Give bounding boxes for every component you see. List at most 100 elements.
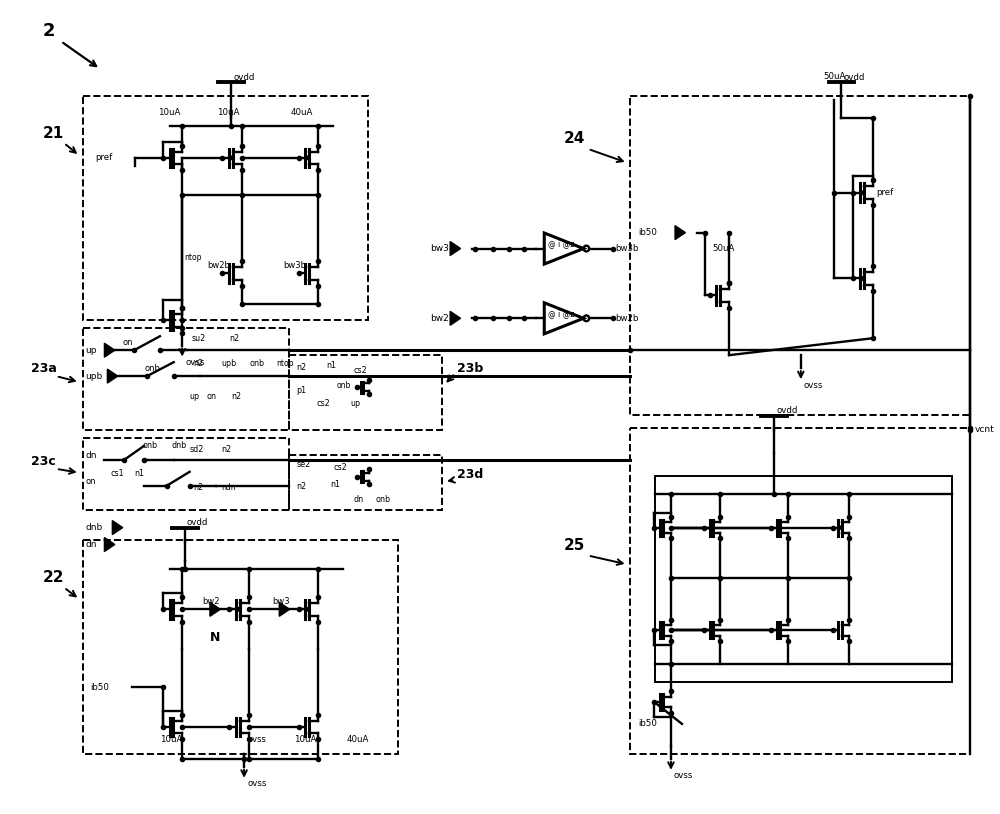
Text: n1: n1	[134, 470, 144, 479]
Text: ntop: ntop	[276, 359, 293, 368]
Polygon shape	[104, 344, 115, 357]
Text: su2: su2	[192, 334, 206, 343]
Text: 23b: 23b	[457, 361, 483, 374]
Text: upb: upb	[86, 372, 103, 381]
Text: onb: onb	[142, 441, 157, 450]
Text: ib50: ib50	[91, 683, 109, 692]
Text: up: up	[190, 392, 200, 400]
Text: on: on	[206, 392, 216, 400]
Text: 23a: 23a	[31, 361, 57, 374]
Polygon shape	[450, 311, 461, 326]
Text: bw3b: bw3b	[284, 261, 307, 270]
Text: ovss: ovss	[674, 771, 693, 781]
Text: 10uA: 10uA	[158, 107, 180, 116]
Text: ovdd: ovdd	[776, 406, 797, 415]
Text: cs2: cs2	[316, 399, 330, 408]
Text: n1: n1	[330, 480, 340, 489]
Text: upb: upb	[221, 359, 237, 368]
Text: bw3: bw3	[272, 597, 289, 606]
Circle shape	[838, 526, 842, 529]
Text: @ i @z: @ i @z	[548, 239, 575, 248]
Circle shape	[305, 607, 309, 611]
Bar	[630, 428, 970, 754]
Circle shape	[236, 607, 240, 611]
Text: cs1: cs1	[110, 470, 124, 479]
Text: onb: onb	[376, 495, 391, 504]
Text: sd2: sd2	[190, 445, 204, 454]
Text: on: on	[122, 338, 133, 347]
Text: ib50: ib50	[638, 228, 657, 237]
Polygon shape	[210, 602, 220, 616]
Text: 40uA: 40uA	[291, 107, 313, 116]
Text: ndn: ndn	[221, 484, 236, 492]
Text: dn: dn	[86, 540, 97, 549]
Circle shape	[660, 526, 663, 529]
Bar	[289, 355, 442, 430]
Text: se2: se2	[297, 460, 311, 470]
Text: 50uA: 50uA	[713, 244, 735, 253]
Circle shape	[229, 156, 233, 160]
Circle shape	[860, 191, 864, 195]
Text: n2: n2	[194, 484, 204, 492]
Text: @ i @z: @ i @z	[548, 309, 575, 317]
Text: 22: 22	[43, 570, 64, 585]
Text: cs2: cs2	[353, 365, 367, 374]
Text: up: up	[350, 399, 360, 408]
Text: n2: n2	[297, 482, 307, 491]
Text: pref: pref	[877, 188, 894, 197]
Bar	[83, 438, 289, 510]
Text: dnb: dnb	[86, 523, 103, 532]
Text: bw3b: bw3b	[615, 244, 638, 253]
Text: onb: onb	[144, 364, 160, 373]
Text: up: up	[86, 346, 97, 355]
Polygon shape	[104, 537, 115, 552]
Polygon shape	[279, 602, 290, 616]
Text: dnb: dnb	[172, 441, 187, 450]
Circle shape	[777, 526, 780, 529]
Text: ovdd: ovdd	[233, 72, 255, 81]
Text: n2: n2	[221, 445, 231, 454]
Bar	[630, 96, 970, 415]
Text: 21: 21	[43, 126, 64, 142]
Text: 40uA: 40uA	[346, 735, 369, 744]
Text: 23c: 23c	[31, 455, 56, 468]
Text: vcnt: vcnt	[975, 426, 995, 435]
Text: n1: n1	[326, 361, 336, 370]
Circle shape	[170, 607, 173, 611]
Text: ovss: ovss	[185, 358, 205, 367]
Text: 2: 2	[43, 22, 55, 40]
Text: ovss: ovss	[247, 735, 266, 744]
Text: 24: 24	[564, 131, 585, 147]
Text: pref: pref	[96, 153, 113, 162]
Text: n2: n2	[231, 392, 241, 400]
Bar	[83, 96, 368, 320]
Polygon shape	[112, 521, 123, 535]
Text: 10uA: 10uA	[160, 735, 182, 744]
Polygon shape	[450, 242, 461, 256]
Text: ovss: ovss	[247, 779, 266, 788]
Circle shape	[170, 156, 173, 160]
Text: onb: onb	[249, 359, 264, 368]
Text: ib50: ib50	[638, 720, 657, 729]
Text: on: on	[86, 477, 96, 486]
Text: bw3: bw3	[430, 244, 449, 253]
Bar	[289, 455, 442, 510]
Text: bw2: bw2	[430, 314, 449, 323]
Text: ntop: ntop	[184, 253, 202, 262]
Text: N: N	[209, 631, 220, 644]
Text: ovdd: ovdd	[843, 72, 865, 81]
Text: n2: n2	[194, 359, 204, 368]
Circle shape	[860, 277, 864, 280]
Text: n2: n2	[297, 362, 307, 372]
Text: bw2b: bw2b	[207, 261, 230, 270]
Bar	[83, 328, 289, 430]
Polygon shape	[107, 369, 118, 383]
Text: ovdd: ovdd	[187, 518, 208, 527]
Circle shape	[710, 526, 713, 529]
Text: n2: n2	[229, 334, 239, 343]
Text: onb: onb	[336, 381, 351, 390]
Text: dn: dn	[353, 495, 363, 504]
Text: 10uA: 10uA	[294, 735, 316, 744]
Text: cs2: cs2	[333, 463, 347, 472]
Text: bw2b: bw2b	[615, 314, 638, 323]
